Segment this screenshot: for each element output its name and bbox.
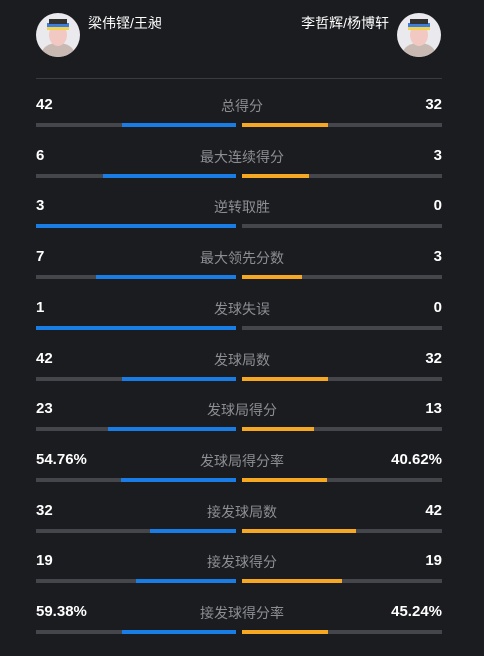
left-value: 7 <box>36 248 45 266</box>
left-bar <box>149 528 236 533</box>
right-value: 3 <box>433 248 442 266</box>
stat-label: 发球失误 <box>214 300 270 317</box>
left-value: 3 <box>36 197 45 215</box>
right-track <box>242 579 442 584</box>
right-track <box>242 224 442 229</box>
right-bar <box>242 275 302 280</box>
left-value: 19 <box>36 552 53 570</box>
right-player: 李哲辉/杨博轩 <box>301 15 389 31</box>
left-value: 6 <box>36 146 45 164</box>
right-value: 40.62% <box>391 450 442 468</box>
right-bar <box>242 427 315 432</box>
right-value: 45.24% <box>391 603 442 620</box>
left-bar <box>36 325 236 330</box>
right-track <box>242 376 442 381</box>
right-value: 13 <box>425 400 442 418</box>
right-bar <box>242 123 329 127</box>
stat-label: 发球局数 <box>214 351 270 368</box>
stat-label: 接发球得分率 <box>200 605 284 621</box>
right-bar <box>242 477 328 482</box>
left-player: 梁伟铿/王昶 <box>88 15 162 31</box>
left-value: 1 <box>36 298 45 316</box>
stat-label: 接发球局数 <box>207 503 277 520</box>
left-value: 59.38% <box>36 603 87 620</box>
avatar-icon <box>42 19 74 57</box>
right-track <box>242 325 442 330</box>
left-value: 23 <box>36 400 53 418</box>
right-track <box>242 173 442 178</box>
right-value: 32 <box>425 349 442 367</box>
left-value: 32 <box>36 501 53 519</box>
left-value: 54.76% <box>36 450 87 468</box>
right-track <box>242 477 442 482</box>
right-track <box>242 275 442 280</box>
left-bar <box>36 224 236 229</box>
right-value: 19 <box>425 552 442 570</box>
stat-label: 最大连续得分 <box>200 148 284 165</box>
right-bar <box>242 579 342 584</box>
right-track <box>242 427 442 432</box>
left-value: 42 <box>36 349 53 367</box>
stat-label: 发球局得分 <box>207 402 277 419</box>
left-bar <box>121 477 236 482</box>
right-value: 42 <box>425 501 442 519</box>
right-value: 0 <box>433 197 442 215</box>
left-bar <box>96 275 236 280</box>
right-bar <box>242 173 309 178</box>
left-value: 42 <box>36 96 53 113</box>
left-bar <box>136 579 236 584</box>
right-value: 0 <box>433 298 442 316</box>
left-bar <box>122 376 236 381</box>
right-value: 3 <box>433 146 442 164</box>
right-track <box>242 123 442 127</box>
divider <box>36 78 442 79</box>
avatar-icon <box>403 19 435 57</box>
left-avatar <box>36 13 80 57</box>
left-bar <box>122 123 236 127</box>
right-value: 32 <box>425 96 442 113</box>
right-bar <box>242 528 356 533</box>
right-bar <box>242 630 329 634</box>
left-track <box>36 528 236 533</box>
stat-label: 发球局得分率 <box>200 452 284 469</box>
stat-label: 逆转取胜 <box>214 199 270 216</box>
left-bar <box>122 630 236 634</box>
left-bar <box>108 427 236 432</box>
right-bar <box>242 376 329 381</box>
left-bar <box>102 173 236 178</box>
stat-label: 接发球得分 <box>207 554 277 571</box>
stat-label: 总得分 <box>221 98 263 114</box>
right-track <box>242 630 442 634</box>
right-avatar <box>397 13 441 57</box>
stat-label: 最大领先分数 <box>200 250 284 267</box>
